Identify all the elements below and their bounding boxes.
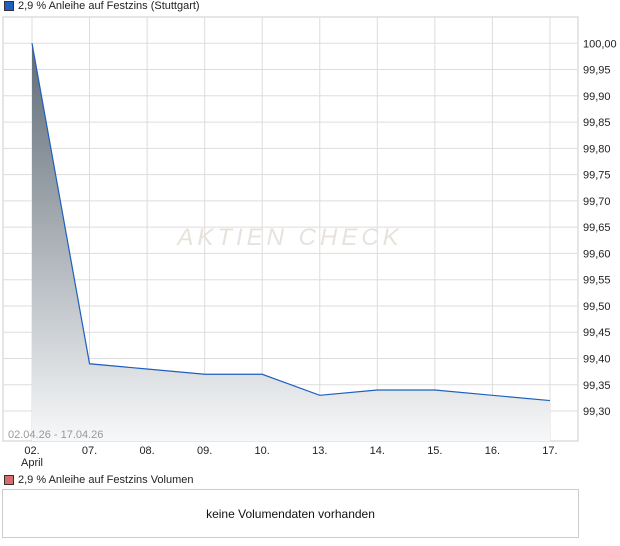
price-legend-label: 2,9 % Anleihe auf Festzins (Stuttgart) — [18, 0, 200, 12]
x-tick-label: 10. — [255, 445, 270, 457]
x-tick-label: 09. — [197, 445, 212, 457]
watermark-logo: AKTIEN CHECK — [175, 224, 402, 251]
y-tick-label: 99,30 — [583, 406, 611, 418]
y-tick-label: 99,95 — [583, 65, 611, 77]
no-volume-message: keine Volumendaten vorhanden — [206, 506, 375, 521]
x-tick-label: 15. — [427, 445, 442, 457]
y-tick-label: 99,35 — [583, 380, 611, 392]
x-tick-label: 13. — [312, 445, 327, 457]
y-tick-label: 99,50 — [583, 301, 611, 313]
x-tick-label: 17. — [542, 445, 557, 457]
volume-legend-label: 2,9 % Anleihe auf Festzins Volumen — [18, 474, 194, 486]
volume-legend: 2,9 % Anleihe auf Festzins Volumen — [4, 474, 194, 486]
y-tick-label: 99,70 — [583, 196, 611, 208]
y-tick-label: 99,40 — [583, 354, 611, 366]
y-tick-label: 99,80 — [583, 143, 611, 155]
y-tick-label: 100,00 — [583, 38, 617, 50]
x-sublabel: April — [21, 457, 43, 469]
y-tick-label: 99,75 — [583, 170, 611, 182]
x-tick-label: 07. — [82, 445, 97, 457]
x-tick-label: 14. — [370, 445, 385, 457]
volume-chart: keine Volumendaten vorhanden — [2, 489, 579, 538]
y-tick-label: 99,55 — [583, 275, 611, 287]
y-tick-label: 99,85 — [583, 117, 611, 129]
y-tick-label: 99,45 — [583, 327, 611, 339]
date-range-label: 02.04.26 - 17.04.26 — [8, 429, 103, 441]
y-tick-label: 99,65 — [583, 222, 611, 234]
volume-legend-swatch — [4, 475, 14, 485]
price-line — [31, 43, 551, 402]
price-legend: 2,9 % Anleihe auf Festzins (Stuttgart) — [4, 0, 200, 12]
price-area — [32, 43, 550, 441]
y-tick-label: 99,90 — [583, 91, 611, 103]
x-tick-label: 16. — [485, 445, 500, 457]
x-tick-label: 02. — [24, 445, 39, 457]
price-legend-swatch — [4, 1, 14, 11]
x-tick-label: 08. — [139, 445, 154, 457]
price-chart: 99,30 99,35 99,40 99,45 99,50 99,55 99,60 99,65… — [2, 16, 617, 469]
y-tick-label: 99,60 — [583, 248, 611, 260]
